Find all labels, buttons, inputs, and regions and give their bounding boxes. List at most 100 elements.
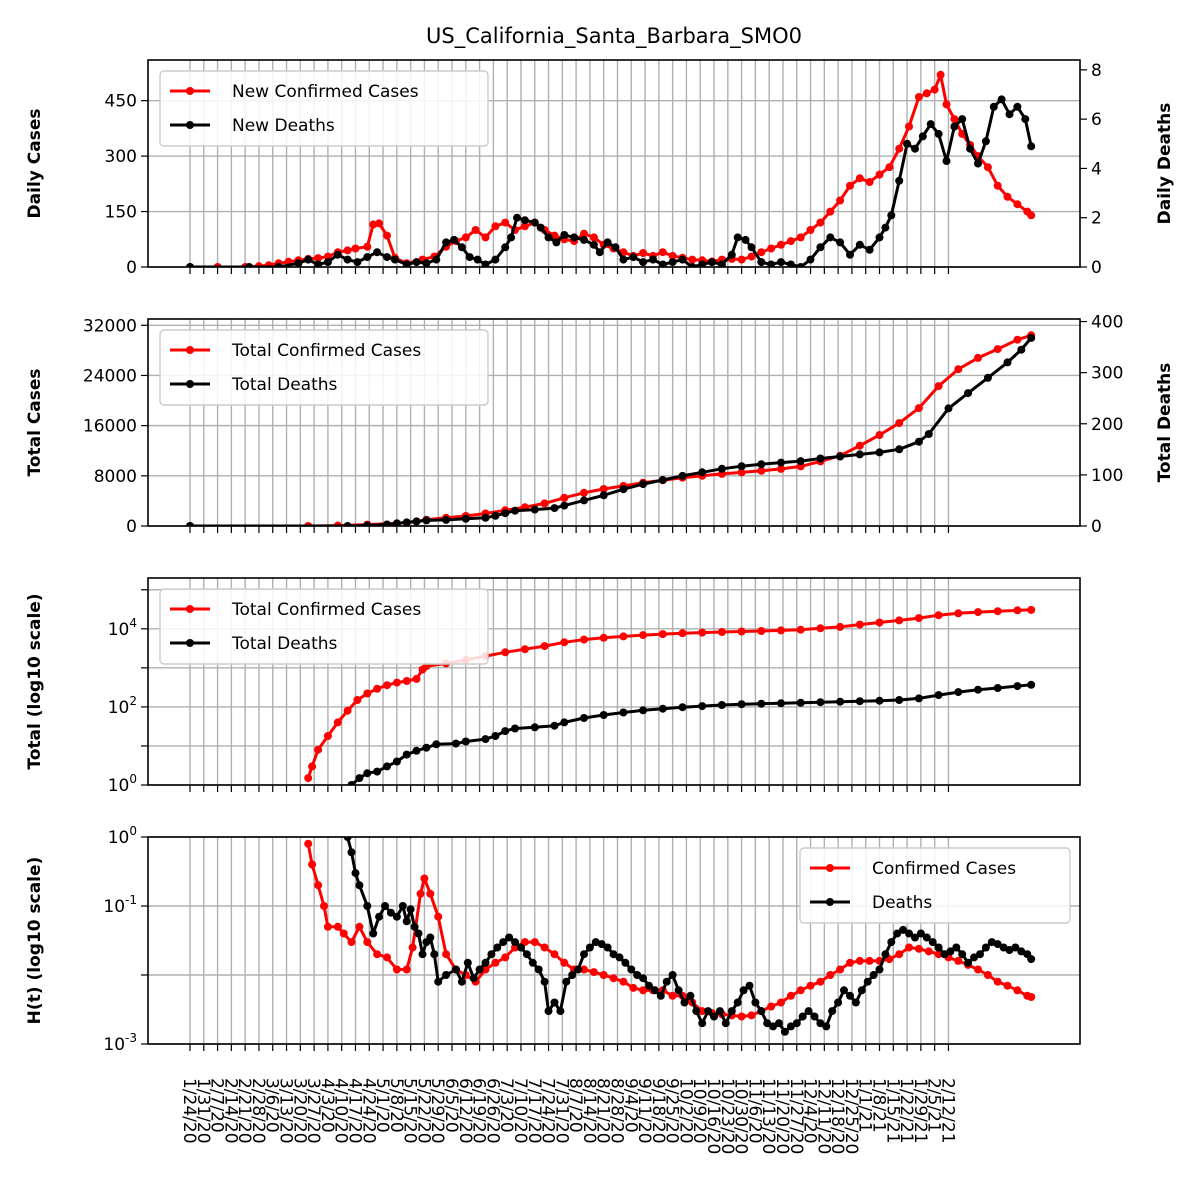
data-point (942, 157, 951, 165)
data-point (875, 965, 884, 974)
data-point (363, 242, 372, 251)
data-point (895, 144, 904, 153)
data-point (323, 922, 332, 931)
data-point (463, 958, 472, 967)
data-point (580, 488, 588, 497)
data-point (739, 986, 748, 995)
x-tick-label: 10/2/20 (675, 1078, 695, 1144)
data-point (406, 905, 415, 914)
data-point (708, 258, 716, 267)
legend-label: Total Deaths (231, 634, 338, 654)
data-point (816, 218, 825, 227)
data-point (491, 511, 500, 520)
data-point (698, 260, 707, 267)
legend-label: Total Confirmed Cases (231, 600, 421, 620)
data-point (416, 889, 425, 898)
data-point (353, 258, 362, 267)
data-point (422, 516, 431, 525)
data-point (501, 727, 510, 736)
data-point (473, 255, 482, 264)
data-point (544, 1007, 553, 1016)
data-point (580, 965, 588, 974)
data-point (534, 965, 543, 974)
data-point (465, 253, 474, 262)
data-point (885, 163, 894, 172)
x-tick-label: 10/30/20 (731, 1078, 751, 1154)
x-tick-label: 10/16/20 (703, 1078, 723, 1154)
data-point (369, 929, 378, 938)
data-point (522, 950, 531, 959)
data-point (493, 943, 502, 952)
data-point (970, 953, 979, 962)
data-point (517, 943, 525, 952)
y-axis-label: H(t) (log10 scale) (25, 857, 45, 1025)
data-point (1017, 947, 1026, 956)
y-tick-label: 32000 (83, 316, 137, 336)
data-point (528, 958, 537, 967)
data-point (934, 129, 943, 138)
data-point (976, 950, 984, 959)
data-point (619, 708, 628, 717)
data-point (780, 1027, 789, 1036)
data-point (846, 991, 854, 1000)
data-point (954, 956, 963, 965)
data-point (639, 480, 648, 489)
data-point (585, 943, 594, 952)
x-tick-label: 6/26/20 (482, 1078, 502, 1144)
data-point (343, 246, 352, 255)
x-tick-label: 5/1/20 (372, 1078, 392, 1133)
data-point (639, 706, 648, 715)
data-point (834, 998, 843, 1007)
data-point (777, 998, 785, 1007)
data-point (599, 491, 608, 500)
data-point (928, 938, 937, 947)
data-point (863, 977, 872, 986)
y2-tick-label: 4 (1091, 159, 1102, 179)
data-point (875, 431, 884, 439)
data-point (649, 255, 657, 264)
data-point (796, 625, 805, 634)
data-point (402, 750, 411, 759)
data-point (757, 1007, 766, 1016)
x-tick-label: 7/31/20 (551, 1078, 571, 1144)
data-point (745, 981, 754, 990)
data-point (434, 977, 443, 986)
x-tick-label: 1/1/21 (855, 1078, 875, 1133)
data-point (822, 1022, 831, 1031)
data-point (668, 971, 677, 979)
data-point (402, 677, 411, 685)
data-point (570, 233, 579, 242)
data-point (983, 373, 992, 382)
data-point (351, 244, 360, 253)
data-point (505, 933, 514, 942)
data-point (609, 950, 618, 959)
data-point (934, 382, 943, 391)
data-point (958, 950, 967, 959)
data-point (343, 522, 352, 526)
data-point (471, 226, 480, 234)
data-point (274, 263, 283, 267)
data-point (658, 704, 667, 713)
x-tick-label: 12/4/20 (800, 1078, 820, 1144)
data-point (899, 925, 908, 934)
y-tick-label: 24000 (83, 366, 137, 386)
y-tick-label: 150 (105, 203, 137, 223)
data-point (816, 1019, 825, 1028)
data-point (934, 950, 943, 959)
data-point (550, 504, 559, 513)
data-point (511, 506, 519, 515)
data-point (796, 457, 805, 466)
data-point (442, 950, 451, 959)
legend-marker (186, 380, 194, 388)
data-point (333, 922, 342, 931)
x-tick-label: 4/3/20 (317, 1078, 337, 1133)
data-point (903, 139, 912, 148)
data-point (323, 732, 332, 740)
data-point (668, 251, 677, 260)
data-point (905, 943, 913, 952)
data-point (520, 222, 529, 231)
data-point (491, 255, 500, 264)
data-point (692, 1007, 701, 1016)
data-point (922, 933, 931, 942)
data-point (363, 902, 372, 910)
